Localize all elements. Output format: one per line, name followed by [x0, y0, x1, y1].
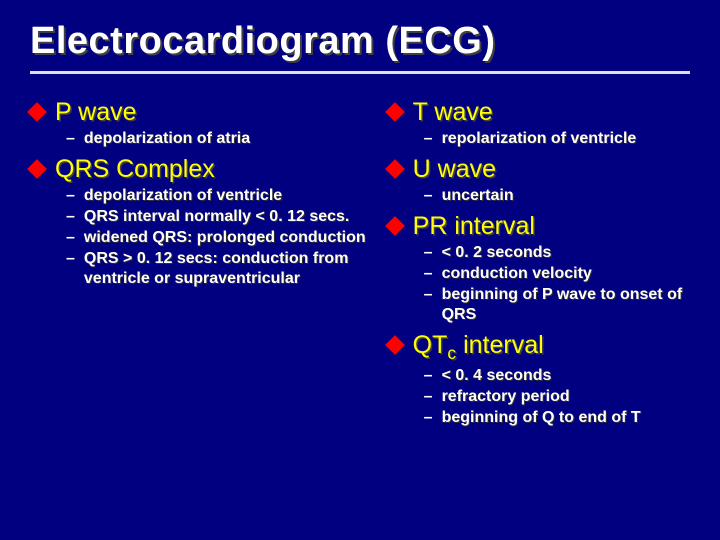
sub-item: – beginning of P wave to onset of QRS: [424, 285, 690, 325]
slide-title: Electrocardiogram (ECG): [30, 20, 690, 74]
dash-icon: –: [66, 249, 75, 269]
sub-label: depolarization of atria: [84, 129, 250, 149]
sub-label: uncertain: [442, 186, 514, 206]
main-label: P wave: [55, 98, 137, 127]
sub-item: – repolarization of ventricle: [424, 129, 690, 149]
sub-label: beginning of P wave to onset of QRS: [442, 285, 690, 325]
diamond-icon: [27, 102, 47, 122]
dash-icon: –: [424, 129, 433, 149]
content-columns: P wave – depolarization of atria QRS Com…: [30, 92, 690, 428]
right-column: T wave – repolarization of ventricle U w…: [388, 92, 690, 428]
sub-item: – beginning of Q to end of T: [424, 408, 690, 428]
bullet-u-wave: U wave: [388, 155, 690, 184]
main-label: U wave: [413, 155, 496, 184]
dash-icon: –: [66, 207, 75, 227]
bullet-t-wave: T wave: [388, 98, 690, 127]
bullet-qrs-complex: QRS Complex: [30, 155, 378, 184]
bullet-p-wave: P wave: [30, 98, 378, 127]
sub-label: widened QRS: prolonged conduction: [84, 228, 366, 248]
slide: Electrocardiogram (ECG) P wave – depolar…: [0, 0, 720, 448]
sub-item: – depolarization of atria: [66, 129, 378, 149]
sub-item: – QRS interval normally < 0. 12 secs.: [66, 207, 378, 227]
sub-item: – uncertain: [424, 186, 690, 206]
sub-label: refractory period: [442, 387, 570, 407]
main-label: T wave: [413, 98, 493, 127]
bullet-pr-interval: PR interval: [388, 212, 690, 241]
bullet-qtc-interval: QTc interval: [388, 331, 690, 364]
dash-icon: –: [424, 285, 433, 305]
left-column: P wave – depolarization of atria QRS Com…: [30, 92, 378, 428]
diamond-icon: [385, 102, 405, 122]
dash-icon: –: [66, 129, 75, 149]
diamond-icon: [27, 159, 47, 179]
main-label: QRS Complex: [55, 155, 215, 184]
sub-item: – conduction velocity: [424, 264, 690, 284]
diamond-icon: [385, 159, 405, 179]
sub-label: < 0. 2 seconds: [442, 243, 552, 263]
sub-label: QRS interval normally < 0. 12 secs.: [84, 207, 349, 227]
sub-label: repolarization of ventricle: [442, 129, 637, 149]
sub-item: – < 0. 2 seconds: [424, 243, 690, 263]
main-label: PR interval: [413, 212, 535, 241]
sub-label: QRS > 0. 12 secs: conduction from ventri…: [84, 249, 378, 289]
sub-item: – < 0. 4 seconds: [424, 366, 690, 386]
dash-icon: –: [66, 228, 75, 248]
sub-item: – refractory period: [424, 387, 690, 407]
sub-item: – QRS > 0. 12 secs: conduction from vent…: [66, 249, 378, 289]
diamond-icon: [385, 216, 405, 236]
dash-icon: –: [424, 387, 433, 407]
main-label: QTc interval: [413, 331, 544, 364]
dash-icon: –: [66, 186, 75, 206]
dash-icon: –: [424, 408, 433, 428]
dash-icon: –: [424, 366, 433, 386]
sub-item: – depolarization of ventricle: [66, 186, 378, 206]
sub-item: – widened QRS: prolonged conduction: [66, 228, 378, 248]
diamond-icon: [385, 335, 405, 355]
sub-label: depolarization of ventricle: [84, 186, 282, 206]
dash-icon: –: [424, 186, 433, 206]
sub-label: beginning of Q to end of T: [442, 408, 641, 428]
dash-icon: –: [424, 243, 433, 263]
sub-label: conduction velocity: [442, 264, 592, 284]
sub-label: < 0. 4 seconds: [442, 366, 552, 386]
dash-icon: –: [424, 264, 433, 284]
